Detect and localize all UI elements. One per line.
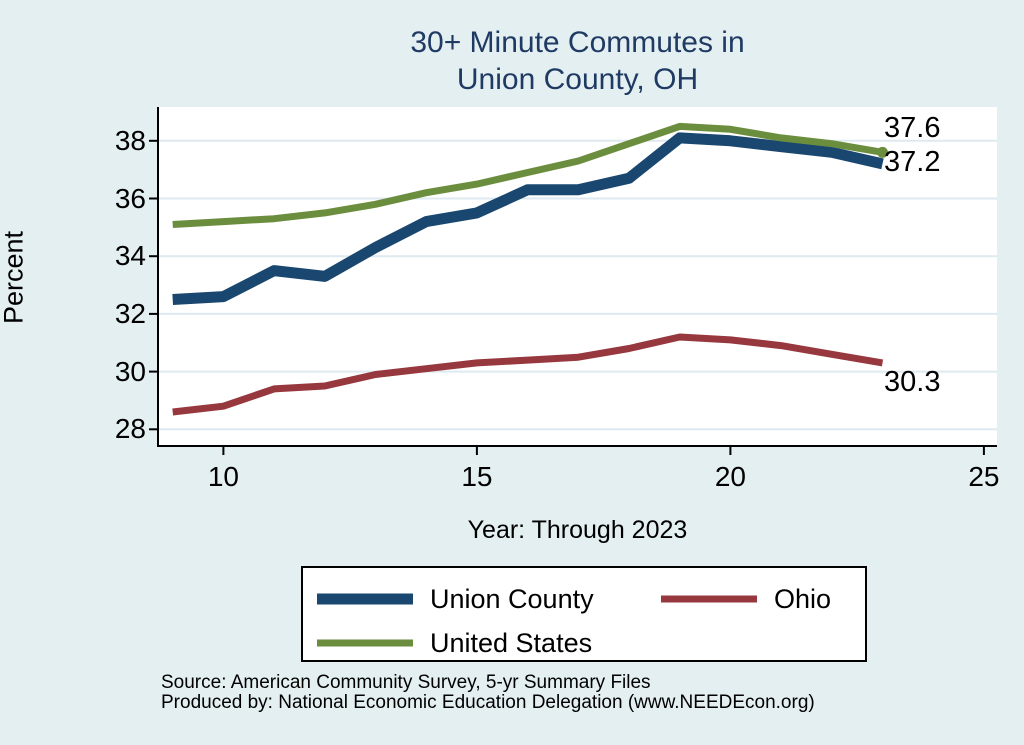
legend: Union County Ohio United States: [301, 566, 867, 662]
x-axis-title: Year: Through 2023: [467, 516, 688, 544]
y-tick-label: 28: [114, 413, 146, 445]
chart-title: 30+ Minute Commutes in Union County, OH: [0, 24, 1024, 98]
axes: [149, 107, 997, 455]
legend-label-union-county: Union County: [430, 584, 594, 614]
series-lines: [172, 122, 888, 416]
line-end-dot: [877, 146, 888, 158]
union-county-line: [172, 132, 884, 305]
x-tick-label: 25: [968, 461, 1000, 492]
y-tick-label: 38: [114, 124, 146, 156]
end-label-ohio: 30.3: [884, 366, 941, 398]
legend-item-union-county: Union County: [317, 583, 647, 615]
union-county-swatch: [317, 593, 413, 605]
y-tick-label: 34: [114, 240, 146, 272]
ohio-line: [172, 333, 884, 416]
y-axis-title: Percent: [0, 230, 29, 325]
y-tick-label: 36: [114, 182, 146, 214]
legend-item-united-states: United States: [317, 627, 647, 659]
united-states-line: [172, 122, 884, 228]
chart-title-line2: Union County, OH: [456, 63, 699, 96]
legend-label-united-states: United States: [430, 628, 593, 658]
legend-item-ohio: Ohio: [661, 583, 861, 615]
x-tick-label: 10: [207, 461, 239, 492]
gridlines: [158, 139, 997, 431]
end-label-united-states: 37.6: [884, 112, 941, 144]
x-tick-label: 15: [461, 461, 493, 492]
legend-label-ohio: Ohio: [774, 584, 832, 614]
ohio-swatch: [661, 595, 757, 603]
united-states-swatch: [317, 639, 413, 647]
source-note: Source: American Community Survey, 5-yr …: [161, 672, 651, 693]
end-label-union-county: 37.2: [884, 146, 941, 178]
produced-by-note: Produced by: National Economic Education…: [161, 692, 815, 713]
y-tick-label: 30: [114, 355, 146, 387]
y-tick-label: 32: [114, 297, 146, 329]
chart-title-line1: 30+ Minute Commutes in: [410, 26, 745, 59]
x-tick-label: 20: [714, 461, 746, 492]
